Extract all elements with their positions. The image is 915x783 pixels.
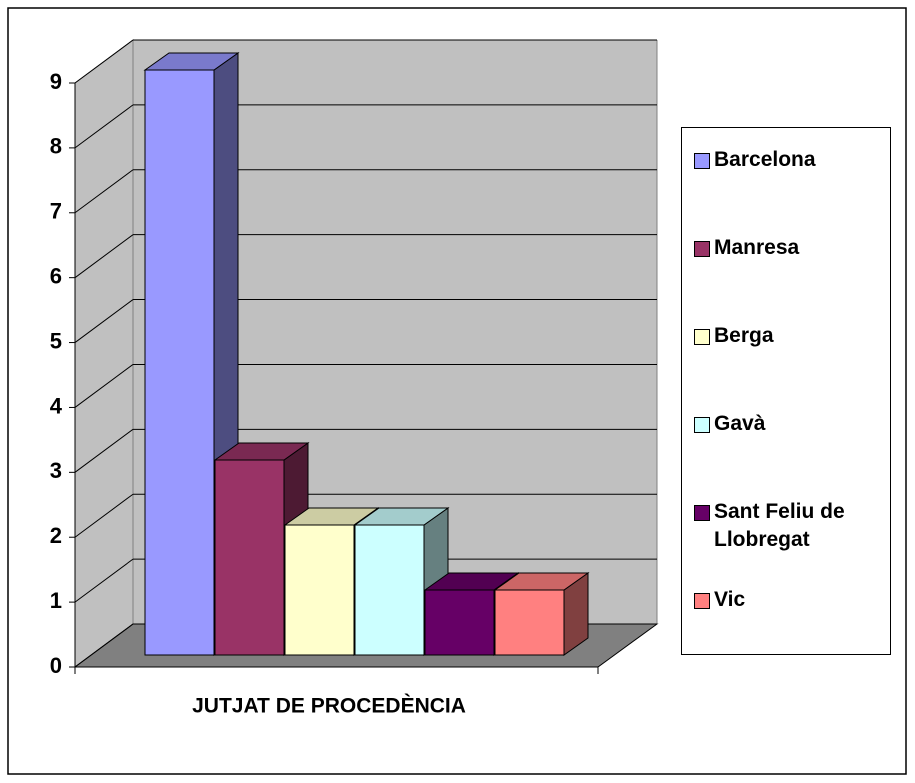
bar [284,524,355,656]
bar [354,524,425,656]
legend-label: Vic [714,588,746,611]
y-tick-label: 1 [50,588,62,613]
grid-line-side [74,558,134,603]
grid-line-side [74,623,134,668]
grid-line-side [74,364,134,408]
y-tick-label: 9 [50,69,62,94]
legend-entry: Sant Feliu de Llobregat [694,498,884,586]
legend-entry: Barcelona [694,146,884,234]
legend-swatch [694,593,710,609]
x-tick-label: JUTJAT DE PROCEDÈNCIA [192,695,466,718]
legend-swatch [694,417,710,433]
legend-swatch [694,329,710,345]
bar [494,589,565,656]
legend-entry: Manresa [694,234,884,322]
y-tick-label: 5 [50,328,62,353]
legend-entry: Gavà [694,410,884,498]
grid-line-side [74,428,134,473]
bar [424,589,495,656]
legend-entry: Berga [694,322,884,410]
chart-border [7,7,907,775]
y-tick-label: 4 [50,393,63,418]
grid-line-side [74,104,134,149]
grid-line-side [74,493,134,538]
legend-label: Berga [714,324,774,347]
y-tick-label: 2 [50,523,62,548]
bar [214,459,285,656]
legend-label: Sant Feliu de Llobregat [714,500,845,551]
bar [144,69,215,656]
legend-label: Manresa [714,236,800,259]
y-tick-label: 6 [50,263,62,288]
legend-swatch [694,241,710,257]
legend-swatch [694,153,710,169]
y-tick-label: 8 [50,134,62,159]
legend-label: Barcelona [714,148,816,171]
grid-line-side [74,299,134,343]
y-tick-label: 7 [50,199,62,224]
legend-label: Gavà [714,412,766,435]
grid-line-side [74,39,134,84]
y-tick-label: 3 [50,458,62,483]
grid-line-side [74,169,134,214]
legend-swatch [694,505,710,521]
grid-line-side [74,234,134,279]
legend: Barcelona Manresa Berga Gavà Sant Feliu de L… [681,127,891,655]
y-tick-label: 0 [50,653,62,678]
legend-entry: Vic [694,586,884,674]
